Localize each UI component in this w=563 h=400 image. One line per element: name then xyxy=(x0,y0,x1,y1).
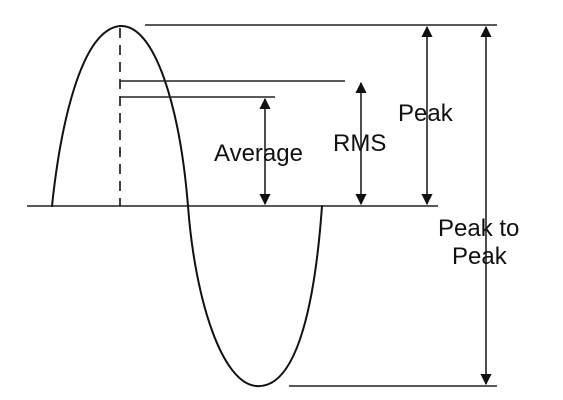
peak-to-peak-label-line1: Peak to xyxy=(438,215,519,242)
peak-to-peak-label-line2: Peak xyxy=(452,243,508,270)
rms-label: RMS xyxy=(333,130,386,157)
average-label: Average xyxy=(214,140,303,167)
peak-label: Peak xyxy=(398,100,454,127)
sine-waveform xyxy=(51,24,323,388)
